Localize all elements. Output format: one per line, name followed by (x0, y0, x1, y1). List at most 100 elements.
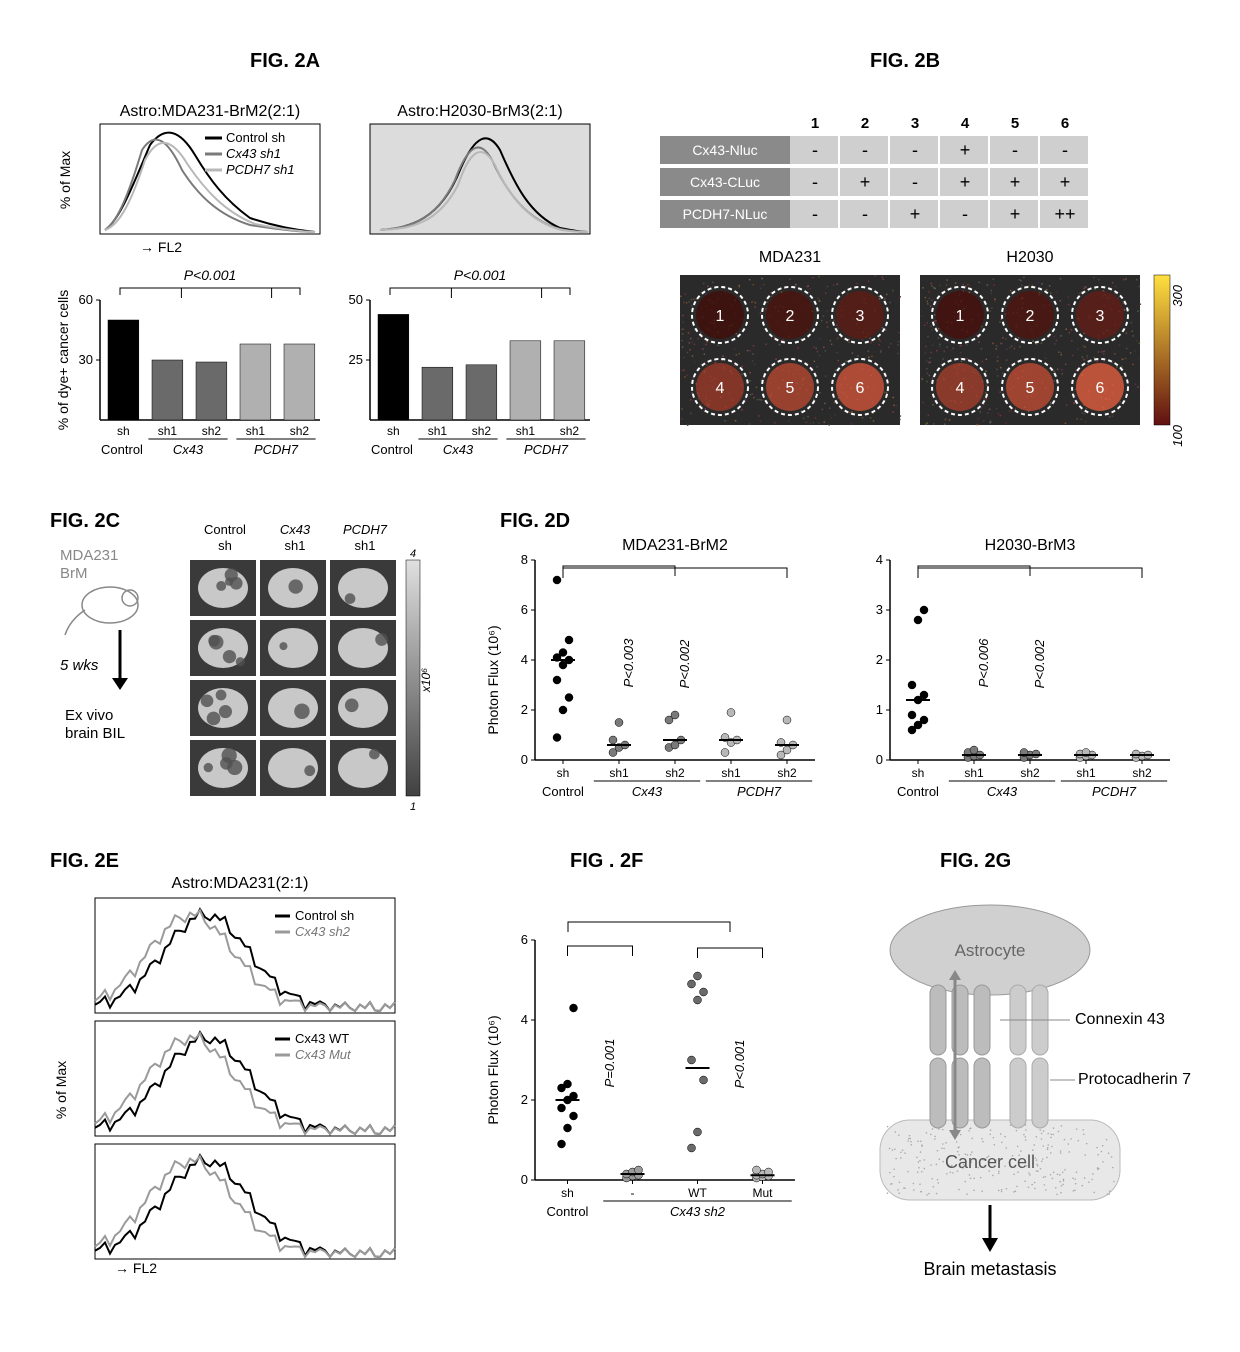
svg-text:0: 0 (876, 752, 883, 767)
svg-text:sh2: sh2 (290, 424, 310, 438)
svg-text:x10⁶: x10⁶ (419, 668, 433, 693)
svg-text:PCDH7: PCDH7 (254, 442, 299, 457)
svg-text:6: 6 (521, 932, 528, 947)
svg-text:P<0.002: P<0.002 (1032, 639, 1047, 689)
svg-text:sh: sh (557, 766, 570, 780)
svg-text:Protocadherin 7: Protocadherin 7 (1078, 1071, 1191, 1088)
fig2c-panel: MDA231BrM5 wksEx vivobrain BILControlshC… (50, 520, 470, 830)
svg-text:4: 4 (876, 552, 883, 567)
svg-text:% of Max: % of Max (53, 1061, 69, 1119)
svg-text:6: 6 (856, 380, 865, 397)
svg-text:2: 2 (861, 115, 869, 132)
svg-text:Astro:MDA231(2:1): Astro:MDA231(2:1) (172, 875, 309, 892)
svg-text:sh2: sh2 (777, 766, 797, 780)
svg-text:+: + (1010, 204, 1021, 224)
svg-text:P<0.001: P<0.001 (454, 267, 507, 283)
svg-text:-: - (631, 1186, 635, 1200)
svg-text:H2030: H2030 (1006, 249, 1053, 266)
svg-text:WT: WT (688, 1186, 707, 1200)
legend-cx43: Cx43 sh1 (226, 146, 281, 161)
svg-text:Brain metastasis: Brain metastasis (923, 1259, 1056, 1279)
svg-text:MDA231-BrM2: MDA231-BrM2 (622, 537, 728, 554)
fig2e-svg: Astro:MDA231(2:1)% of MaxControl shCx43 … (50, 870, 430, 1300)
svg-text:Control: Control (897, 784, 939, 799)
svg-text:2: 2 (876, 652, 883, 667)
svg-text:-: - (1062, 140, 1068, 160)
svg-text:Cx43-CLuc: Cx43-CLuc (690, 174, 760, 190)
svg-text:PCDH7: PCDH7 (1092, 784, 1137, 799)
svg-text:sh1: sh1 (285, 538, 306, 553)
svg-text:→ FL2: → FL2 (115, 1260, 157, 1276)
svg-text:4: 4 (521, 652, 528, 667)
svg-text:2: 2 (786, 308, 795, 325)
svg-text:Cx43 sh2: Cx43 sh2 (670, 1204, 726, 1219)
svg-text:Control: Control (547, 1204, 589, 1219)
svg-text:P<0.003: P<0.003 (621, 638, 636, 688)
svg-text:5: 5 (1011, 115, 1019, 132)
svg-text:Cancer cell: Cancer cell (945, 1152, 1035, 1172)
svg-text:sh1: sh1 (1076, 766, 1096, 780)
svg-text:sh: sh (387, 424, 400, 438)
svg-text:sh1: sh1 (721, 766, 741, 780)
svg-text:sh: sh (117, 424, 130, 438)
svg-text:MDA231: MDA231 (759, 249, 821, 266)
svg-text:60: 60 (79, 292, 93, 307)
svg-text:3: 3 (876, 602, 883, 617)
svg-text:-: - (962, 204, 968, 224)
fig2a-hist-right-title: Astro:H2030-BrM3(2:1) (397, 103, 562, 120)
svg-text:3: 3 (1096, 308, 1105, 325)
fig2d-panel: Photon Flux (10⁶)MDA231-BrM202468shsh1sh… (480, 520, 1200, 830)
fig2f-svg: Photon Flux (10⁶)0246sh-WTMutControlCx43… (480, 890, 820, 1310)
svg-text:-: - (812, 140, 818, 160)
svg-text:-: - (812, 204, 818, 224)
svg-text:% of dye+ cancer cells: % of dye+ cancer cells (55, 290, 71, 430)
svg-text:Control sh: Control sh (295, 908, 354, 923)
svg-text:sh: sh (912, 766, 925, 780)
svg-text:3: 3 (856, 308, 865, 325)
svg-text:Ex vivo: Ex vivo (65, 707, 113, 724)
svg-text:6: 6 (521, 602, 528, 617)
svg-text:sh1: sh1 (428, 424, 448, 438)
svg-text:-: - (862, 140, 868, 160)
svg-text:50: 50 (349, 292, 363, 307)
svg-text:-: - (862, 204, 868, 224)
fig2g-panel: AstrocyteCancer cellConnexin 43Protocadh… (860, 890, 1220, 1310)
svg-text:5 wks: 5 wks (60, 657, 99, 674)
svg-text:Photon Flux (10⁶): Photon Flux (10⁶) (485, 625, 501, 734)
fig2a-label: FIG. 2A (250, 50, 320, 73)
svg-text:P<0.002: P<0.002 (677, 639, 692, 689)
svg-text:1: 1 (956, 308, 965, 325)
svg-text:P=0.001: P=0.001 (602, 1039, 617, 1088)
svg-text:2: 2 (1026, 308, 1035, 325)
svg-text:100: 100 (1170, 424, 1185, 446)
fig2a-hist-xlabel-left: → FL2 (140, 239, 182, 255)
svg-text:sh: sh (218, 538, 232, 553)
fig2b-table: 123456Cx43-Nluc---+--Cx43-CLuc-+-+++PCDH… (650, 110, 1180, 240)
fig2a-barcharts: % of dye+ cancer cells 30 60 P<0.001 sh sh1 sh… (50, 260, 610, 460)
svg-text:Cx43 sh2: Cx43 sh2 (295, 924, 351, 939)
svg-text:-: - (912, 172, 918, 192)
svg-text:sh2: sh2 (665, 766, 685, 780)
svg-text:sh2: sh2 (472, 424, 492, 438)
fig2b-wells: MDA231H2030123456123456300100 (650, 240, 1200, 460)
fig2a-histograms: Astro:MDA231-BrM2(2:1) % of Max → FL2 Co… (50, 100, 610, 260)
svg-text:Cx43 Mut: Cx43 Mut (295, 1047, 352, 1062)
svg-text:Cx43: Cx43 (632, 784, 663, 799)
svg-text:sh1: sh1 (609, 766, 629, 780)
svg-text:sh2: sh2 (202, 424, 222, 438)
svg-text:sh1: sh1 (355, 538, 376, 553)
svg-text:PCDH7: PCDH7 (524, 442, 569, 457)
fig2c-svg: MDA231BrM5 wksEx vivobrain BILControlshC… (50, 520, 470, 830)
svg-text:1: 1 (876, 702, 883, 717)
svg-text:Cx43: Cx43 (443, 442, 474, 457)
svg-text:+: + (1010, 172, 1021, 192)
svg-text:4: 4 (410, 548, 416, 560)
svg-text:+: + (1060, 172, 1071, 192)
svg-text:-: - (1012, 140, 1018, 160)
fig2f-label: FIG . 2F (570, 850, 643, 873)
fig2a-hist-ylabel: % of Max (57, 151, 73, 209)
svg-text:30: 30 (79, 352, 93, 367)
fig2b-label: FIG. 2B (870, 50, 940, 73)
svg-text:Control: Control (371, 442, 413, 457)
fig2a-hist-left-title: Astro:MDA231-BrM2(2:1) (120, 103, 301, 120)
